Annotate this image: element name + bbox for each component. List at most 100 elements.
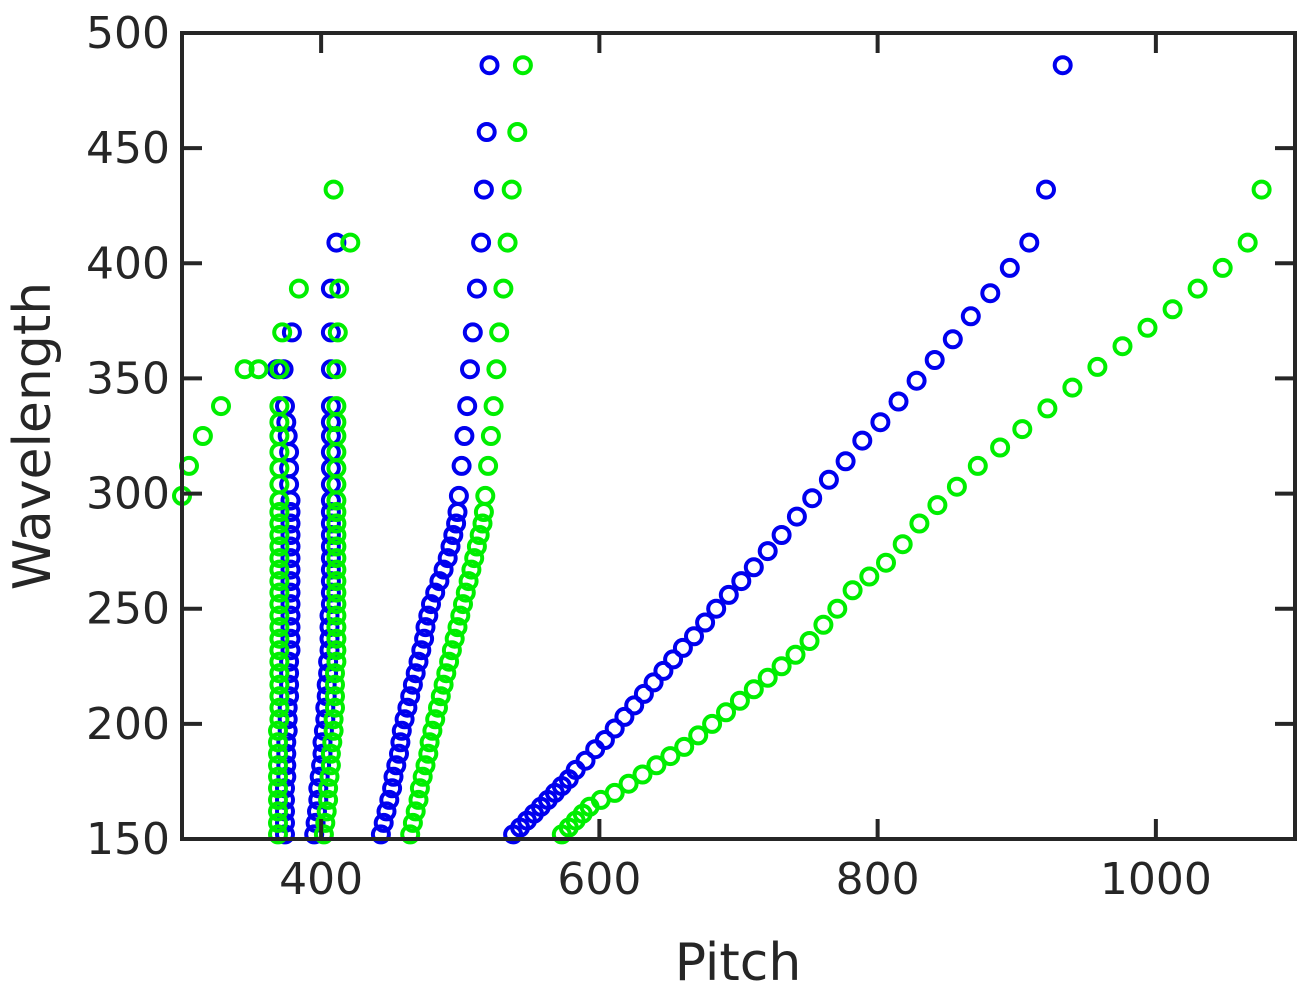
data-point — [405, 663, 426, 684]
data-point — [383, 766, 404, 787]
data-point — [391, 720, 412, 741]
data-point — [419, 732, 440, 753]
data-point — [460, 359, 480, 380]
data-point — [1012, 419, 1033, 440]
data-point — [269, 490, 290, 511]
data-point — [624, 695, 645, 716]
data-point — [859, 566, 880, 587]
data-point — [464, 548, 485, 569]
data-point — [852, 430, 873, 451]
data-point — [280, 617, 301, 638]
data-point — [695, 612, 716, 633]
data-point — [421, 594, 441, 615]
data-point — [269, 640, 290, 661]
data-point — [909, 513, 930, 534]
data-point — [318, 778, 339, 799]
data-point — [454, 426, 475, 446]
y-axis-label: Wavelength — [3, 282, 63, 590]
data-point — [269, 513, 290, 534]
data-point — [326, 651, 347, 672]
data-point — [422, 720, 443, 741]
data-point — [269, 582, 290, 603]
data-point — [594, 730, 615, 750]
data-point — [279, 651, 300, 672]
data-point — [269, 571, 290, 592]
data-point — [446, 513, 467, 534]
data-point — [322, 732, 343, 753]
data-point — [757, 541, 778, 562]
data-point — [718, 584, 739, 605]
data-point — [320, 743, 341, 764]
data-point — [326, 359, 347, 380]
data-point — [1251, 179, 1272, 200]
data-point — [1087, 356, 1108, 377]
data-point — [501, 179, 522, 200]
data-point — [436, 663, 457, 684]
axis-ticks — [182, 31, 1295, 841]
data-point — [960, 306, 981, 327]
data-point — [234, 359, 255, 380]
data-point — [405, 801, 426, 822]
data-point — [731, 571, 752, 592]
data-point — [269, 548, 290, 569]
data-point — [729, 690, 750, 711]
data-point — [455, 582, 476, 603]
data-point — [269, 617, 290, 638]
data-point — [1052, 55, 1073, 76]
data-point — [448, 485, 469, 506]
data-point — [967, 455, 988, 476]
data-point — [497, 232, 518, 253]
data-point — [280, 594, 301, 615]
data-point — [280, 571, 301, 592]
data-point — [279, 663, 300, 684]
data-point — [308, 778, 329, 799]
data-point — [479, 55, 500, 76]
data-point — [325, 663, 345, 684]
data-point — [1019, 232, 1040, 253]
data-point — [326, 548, 347, 569]
data-point — [892, 534, 913, 555]
data-point — [376, 801, 397, 822]
data-point — [418, 743, 439, 764]
data-point — [575, 750, 596, 771]
data-point — [326, 559, 347, 580]
data-point — [269, 663, 290, 684]
x-tick-label: 1000 — [1100, 854, 1212, 905]
data-point — [326, 513, 347, 534]
data-point — [430, 686, 451, 707]
data-point — [450, 605, 471, 626]
data-point — [269, 686, 290, 707]
data-point — [1062, 377, 1083, 398]
data-point — [280, 559, 301, 580]
data-point — [771, 656, 792, 677]
data-point — [281, 322, 302, 343]
data-point — [269, 359, 290, 380]
data-point — [476, 122, 497, 142]
data-point — [280, 536, 301, 557]
data-point — [660, 746, 681, 767]
data-point — [702, 713, 723, 734]
data-point — [277, 426, 298, 446]
data-point — [444, 628, 465, 649]
data-point — [486, 359, 507, 380]
data-point — [643, 672, 664, 693]
data-point — [428, 697, 448, 718]
data-point — [327, 322, 348, 343]
data-point — [320, 278, 341, 299]
data-point — [507, 122, 528, 142]
data-point — [802, 488, 823, 509]
data-point — [313, 824, 334, 845]
data-point — [489, 322, 510, 343]
data-point — [326, 396, 347, 417]
series-1 — [266, 55, 1073, 845]
data-point — [827, 598, 848, 619]
series-2 — [172, 55, 1272, 845]
data-point — [480, 426, 501, 446]
x-tick-label: 600 — [557, 854, 641, 905]
data-point — [329, 278, 350, 299]
data-point — [326, 571, 347, 592]
data-point — [447, 617, 468, 638]
data-point — [757, 667, 778, 688]
data-point — [268, 812, 288, 833]
